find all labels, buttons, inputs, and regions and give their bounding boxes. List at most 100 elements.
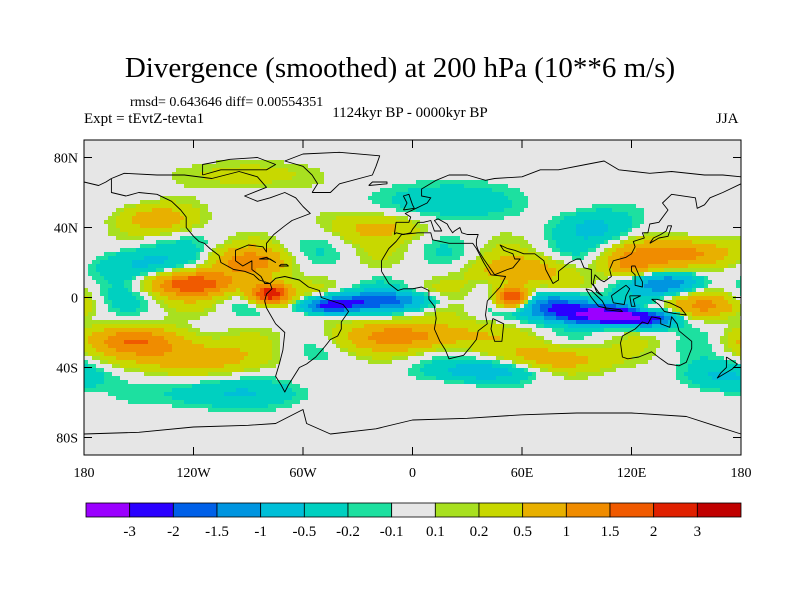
field-cell — [284, 316, 288, 320]
field-cell — [164, 220, 168, 224]
field-cell — [96, 288, 100, 292]
field-cell — [144, 224, 148, 228]
field-cell — [216, 304, 220, 308]
field-cell — [92, 412, 96, 416]
field-cell — [112, 224, 116, 228]
field-cell — [176, 436, 180, 440]
field-cell — [124, 144, 128, 148]
field-cell — [296, 204, 300, 208]
field-cell — [132, 376, 136, 380]
field-cell — [212, 236, 216, 240]
field-cell — [132, 404, 136, 408]
field-cell — [320, 164, 324, 168]
field-cell — [176, 336, 180, 340]
field-cell — [160, 448, 164, 452]
field-cell — [240, 200, 244, 204]
field-cell — [200, 288, 204, 292]
field-cell — [308, 320, 312, 324]
field-cell — [172, 316, 176, 320]
field-cell — [248, 332, 252, 336]
field-cell — [160, 316, 164, 320]
field-cell — [120, 428, 124, 432]
field-cell — [192, 248, 196, 252]
field-cell — [172, 140, 176, 144]
field-cell — [288, 184, 292, 188]
field-cell — [108, 400, 112, 404]
field-cell — [212, 332, 216, 336]
field-cell — [180, 256, 184, 260]
field-cell — [276, 264, 280, 268]
field-cell — [120, 268, 124, 272]
field-cell — [180, 196, 184, 200]
field-cell — [296, 348, 300, 352]
field-cell — [308, 272, 312, 276]
field-cell — [196, 392, 200, 396]
field-cell — [168, 360, 172, 364]
field-cell — [272, 236, 276, 240]
field-cell — [156, 368, 160, 372]
field-cell — [200, 224, 204, 228]
field-cell — [240, 328, 244, 332]
field-cell — [176, 380, 180, 384]
field-cell — [112, 212, 116, 216]
field-cell — [212, 408, 216, 412]
field-cell — [104, 344, 108, 348]
field-cell — [184, 196, 188, 200]
field-cell — [252, 220, 256, 224]
field-cell — [136, 244, 140, 248]
field-cell — [272, 180, 276, 184]
field-cell — [336, 140, 340, 144]
field-cell — [256, 404, 260, 408]
field-cell — [272, 448, 276, 452]
field-cell — [264, 172, 268, 176]
field-cell — [84, 408, 88, 412]
field-cell — [236, 360, 240, 364]
field-cell — [96, 208, 100, 212]
field-cell — [136, 320, 140, 324]
field-cell — [224, 268, 228, 272]
field-cell — [188, 316, 192, 320]
field-cell — [124, 264, 128, 268]
field-cell — [332, 228, 336, 232]
field-cell — [136, 352, 140, 356]
field-cell — [180, 416, 184, 420]
field-cell — [264, 148, 268, 152]
field-cell — [244, 192, 248, 196]
field-cell — [304, 408, 308, 412]
field-cell — [168, 212, 172, 216]
field-cell — [280, 300, 284, 304]
field-cell — [264, 252, 268, 256]
field-cell — [272, 332, 276, 336]
field-cell — [304, 184, 308, 188]
field-cell — [144, 204, 148, 208]
field-cell — [276, 180, 280, 184]
field-cell — [236, 180, 240, 184]
field-cell — [116, 360, 120, 364]
field-cell — [272, 268, 276, 272]
field-cell — [272, 240, 276, 244]
field-cell — [168, 160, 172, 164]
field-cell — [92, 264, 96, 268]
field-cell — [156, 308, 160, 312]
field-cell — [136, 272, 140, 276]
field-cell — [248, 220, 252, 224]
field-cell — [168, 248, 172, 252]
field-cell — [84, 236, 88, 240]
field-cell — [100, 168, 104, 172]
field-cell — [244, 452, 248, 455]
field-cell — [196, 168, 200, 172]
field-cell — [132, 392, 136, 396]
field-cell — [156, 180, 160, 184]
field-cell — [268, 368, 272, 372]
field-cell — [128, 280, 132, 284]
field-cell — [212, 144, 216, 148]
field-cell — [324, 408, 328, 412]
field-cell — [284, 148, 288, 152]
field-cell — [176, 360, 180, 364]
field-cell — [156, 412, 160, 416]
field-cell — [208, 404, 212, 408]
field-cell — [216, 152, 220, 156]
field-cell — [248, 416, 252, 420]
field-cell — [204, 444, 208, 448]
field-cell — [256, 236, 260, 240]
